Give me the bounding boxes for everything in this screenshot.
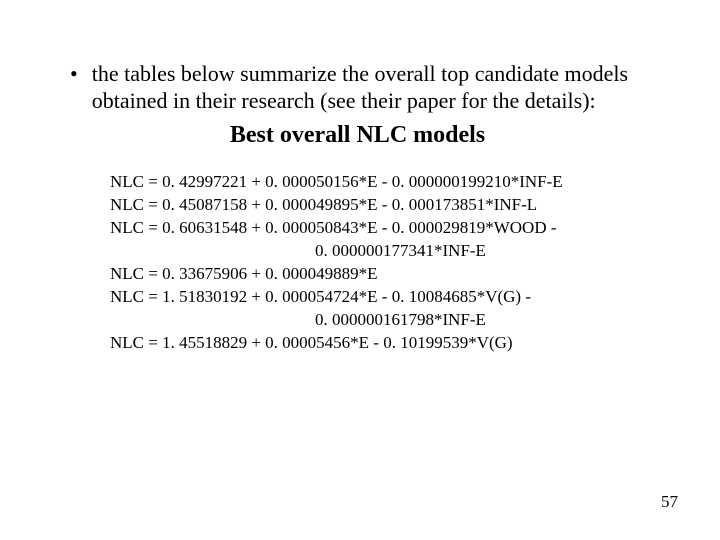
slide: • the tables below summarize the overall… — [0, 0, 720, 540]
section-heading: Best overall NLC models — [55, 122, 660, 149]
bullet-item: • the tables below summarize the overall… — [70, 60, 660, 114]
equation-line: NLC = 0. 42997221 + 0. 000050156*E - 0. … — [110, 171, 660, 193]
bullet-text: the tables below summarize the overall t… — [92, 60, 652, 114]
equation-line-continuation: 0. 000000161798*INF-E — [110, 309, 660, 331]
equation-line: NLC = 0. 45087158 + 0. 000049895*E - 0. … — [110, 194, 660, 216]
page-number: 57 — [661, 492, 678, 512]
equation-line: NLC = 0. 60631548 + 0. 000050843*E - 0. … — [110, 217, 660, 239]
bullet-marker: • — [70, 60, 78, 88]
equation-line-continuation: 0. 000000177341*INF-E — [110, 240, 660, 262]
equation-line: NLC = 0. 33675906 + 0. 000049889*E — [110, 263, 660, 285]
equation-line: NLC = 1. 45518829 + 0. 00005456*E - 0. 1… — [110, 332, 660, 354]
equations-block: NLC = 0. 42997221 + 0. 000050156*E - 0. … — [110, 171, 660, 354]
equation-line: NLC = 1. 51830192 + 0. 000054724*E - 0. … — [110, 286, 660, 308]
